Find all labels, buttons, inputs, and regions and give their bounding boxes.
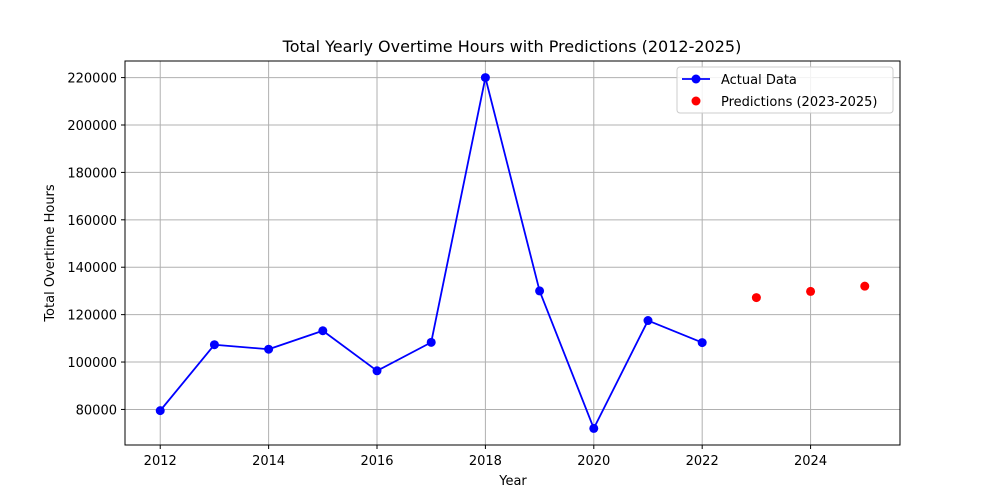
actual-data-point [318,326,328,336]
actual-data-point [155,406,165,416]
y-tick-label: 100000 [67,356,117,371]
prediction-point [751,293,761,303]
actual-data-point [480,73,490,83]
actual-data-point [643,316,653,326]
axes-layer: 2012 2014 2016 2018 2020 2022 2024 80000 100000 1… [67,60,901,469]
y-tick-label: 180000 [67,166,117,181]
actual-data-point [535,286,545,296]
plot-frame [124,60,901,446]
actual-data-point [264,344,274,354]
actual-data-point [209,340,219,350]
actual-data-line [159,76,703,430]
x-axis-label: Year [498,474,527,489]
x-tick-label: 2018 [469,454,502,469]
prediction-point [806,286,816,296]
x-tick-label: 2014 [252,454,285,469]
y-axis-label: Total Overtime Hours [43,184,58,323]
actual-data-point [426,337,436,347]
y-tick-label: 220000 [67,72,117,87]
y-tick-label: 80000 [76,403,117,418]
actual-data-point [589,423,599,433]
legend-swatch-marker [691,96,701,106]
legend: Actual Data Predictions (2023-2025) [676,66,894,114]
series-layer [155,73,870,433]
chart-title: Total Yearly Overtime Hours with Predict… [282,37,742,56]
grid-layer [125,61,900,445]
legend-entry-label: Predictions (2023-2025) [721,95,878,110]
legend-entry-label: Actual Data [721,73,797,88]
x-tick-label: 2024 [794,454,827,469]
x-tick-label: 2020 [577,454,610,469]
legend-box [676,66,894,114]
y-tick-label: 140000 [67,261,117,276]
x-tick-label: 2016 [360,454,393,469]
actual-data-point [697,338,707,348]
x-tick-label: 2012 [144,454,177,469]
legend-swatch-marker [691,74,701,84]
y-tick-label: 160000 [67,214,117,229]
y-tick-label: 200000 [67,119,117,134]
actual-data-point [372,366,382,376]
y-tick-label: 120000 [67,309,117,324]
x-tick-label: 2022 [686,454,719,469]
prediction-point [860,281,870,291]
